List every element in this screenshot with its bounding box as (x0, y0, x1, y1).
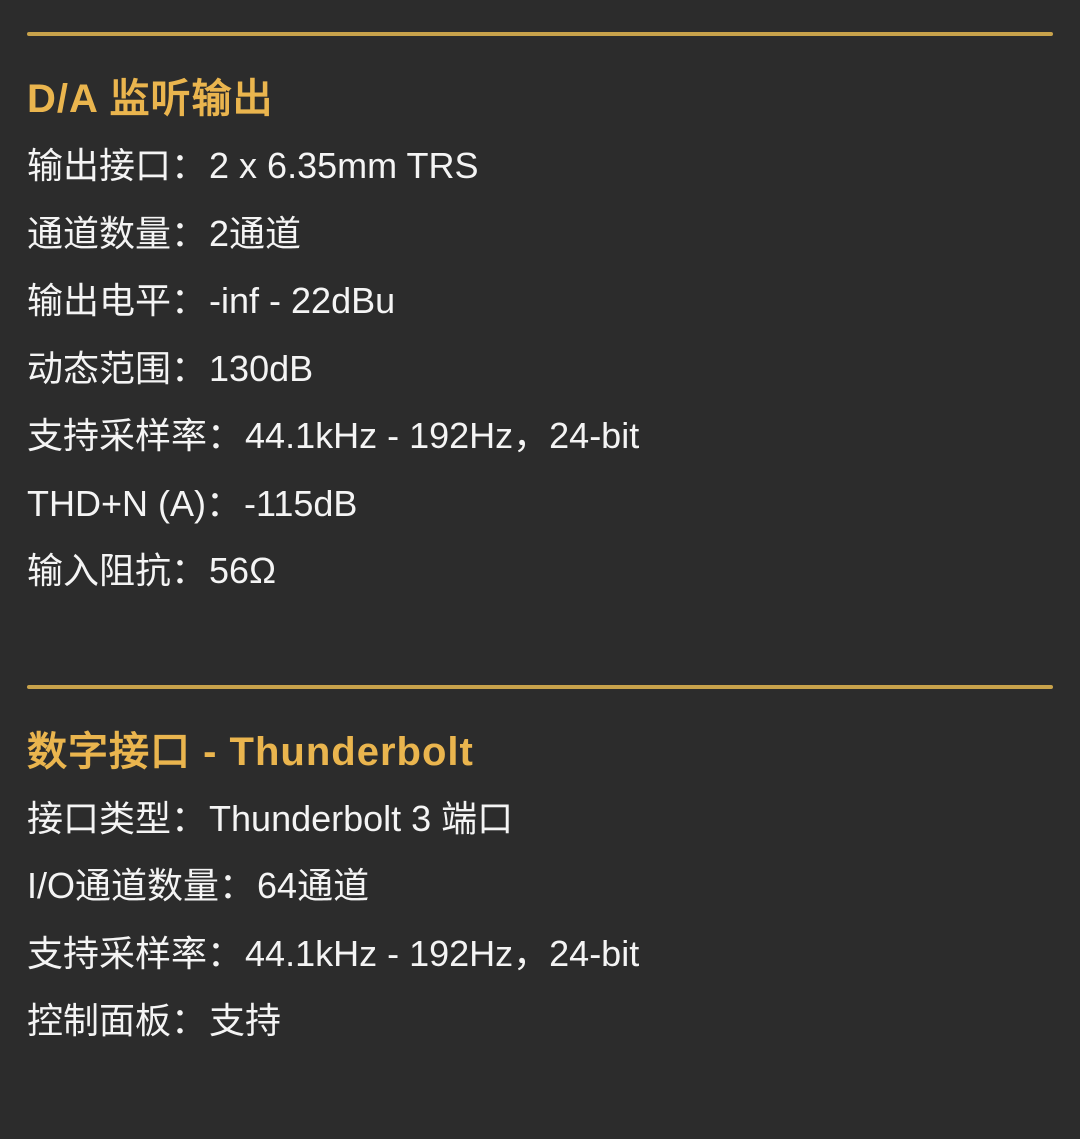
colon-separator: ： (207, 415, 244, 456)
spec-value: 130dB (209, 347, 314, 389)
spec-row-input-impedance: 输入阻抗：56Ω (27, 537, 1053, 605)
spec-value: 44.1kHz - 192Hz，24-bit (245, 415, 640, 456)
spec-rows: 接口类型：Thunderbolt 3 端口 I/O通道数量：64通道 支持采样率… (27, 785, 1053, 1055)
spec-label: 支持采样率 (27, 932, 208, 974)
spec-value: 2通道 (209, 212, 302, 254)
colon-separator: ： (171, 347, 208, 389)
section-title: 数字接口 - Thunderbolt (27, 729, 474, 774)
spec-value: 56Ω (209, 550, 276, 591)
spec-row-channel-count: 通道数量：2通道 (27, 200, 1053, 268)
colon-separator: ： (171, 797, 208, 839)
spec-row-sample-rate: 支持采样率：44.1kHz - 192Hz，24-bit (27, 920, 1053, 988)
gold-divider-line (27, 32, 1053, 36)
section-title: D/A 监听输出 (27, 77, 274, 121)
spec-row-io-channel-count: I/O通道数量：64通道 (27, 852, 1053, 920)
colon-separator: ： (171, 212, 208, 254)
spec-label: 输出接口 (27, 145, 172, 186)
spec-value: 44.1kHz - 192Hz，24-bit (245, 932, 640, 974)
colon-separator: ： (171, 280, 208, 321)
spec-label: 支持采样率 (27, 415, 208, 456)
spec-row-interface-type: 接口类型：Thunderbolt 3 端口 (27, 785, 1053, 853)
colon-separator: ： (219, 865, 256, 906)
colon-separator: ： (207, 932, 244, 974)
spec-value: 64通道 (257, 865, 370, 906)
spec-row-output-level: 输出电平：-inf - 22dBu (27, 267, 1053, 335)
spec-label: 输出电平 (27, 280, 172, 321)
colon-separator: ： (206, 482, 243, 524)
spec-label: 接口类型 (27, 797, 172, 839)
colon-separator: ： (171, 1000, 208, 1041)
spec-sheet: D/A 监听输出 输出接口：2 x 6.35mm TRS 通道数量：2通道 输出… (0, 32, 1080, 1055)
spec-row-thd-n: THD+N (A)：-115dB (27, 470, 1053, 538)
spec-label: 输入阻抗 (27, 550, 172, 591)
spec-row-sample-rate: 支持采样率：44.1kHz - 192Hz，24-bit (27, 402, 1053, 470)
spec-rows: 输出接口：2 x 6.35mm TRS 通道数量：2通道 输出电平：-inf -… (27, 132, 1053, 605)
spec-value: 支持 (209, 1000, 282, 1041)
spec-value: -inf - 22dBu (209, 280, 396, 321)
spec-label: I/O通道数量 (27, 865, 220, 906)
section-da-monitor-output: D/A 监听输出 输出接口：2 x 6.35mm TRS 通道数量：2通道 输出… (27, 32, 1053, 605)
colon-separator: ： (171, 145, 208, 186)
spec-row-output-connector: 输出接口：2 x 6.35mm TRS (27, 132, 1053, 200)
spec-value: -115dB (244, 482, 358, 524)
gold-divider-line (27, 684, 1053, 689)
section-digital-interface-thunderbolt: 数字接口 - Thunderbolt 接口类型：Thunderbolt 3 端口… (27, 684, 1053, 1055)
spec-value: Thunderbolt 3 端口 (209, 797, 514, 839)
spec-label: THD+N (A) (27, 482, 206, 524)
spec-value: 2 x 6.35mm TRS (209, 145, 479, 186)
spec-label: 动态范围 (27, 347, 172, 389)
spec-label: 通道数量 (27, 212, 172, 254)
spec-row-dynamic-range: 动态范围：130dB (27, 335, 1053, 403)
spec-label: 控制面板 (27, 1000, 172, 1041)
spec-row-control-panel: 控制面板：支持 (27, 987, 1053, 1055)
colon-separator: ： (171, 550, 208, 591)
